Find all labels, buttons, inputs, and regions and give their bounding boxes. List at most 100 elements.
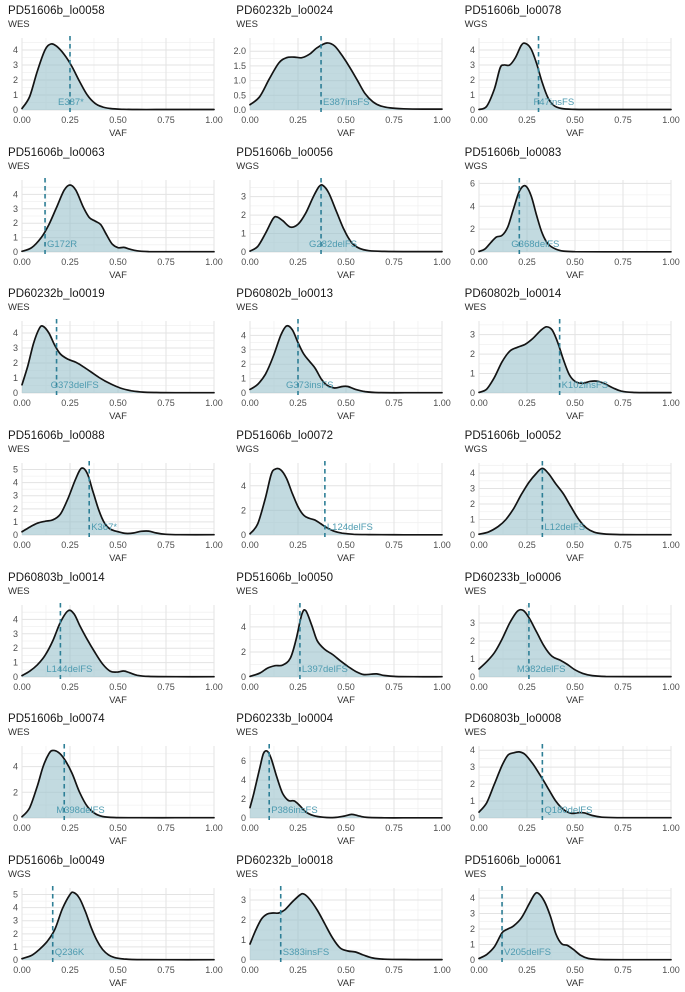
- facet-title: PD51606b_lo0083: [464, 146, 562, 159]
- facet-panel: PD51606b_lo0078 WGS F47insFS 0 1 2 3 4 0.00 0.25 0…: [457, 0, 685, 142]
- y-tick-label: 2: [470, 75, 475, 85]
- x-tick-label: 0.75: [614, 682, 632, 692]
- density-area: [22, 892, 214, 961]
- facet-assay-label: WGS: [464, 444, 488, 456]
- x-tick-label: 0.75: [157, 257, 175, 267]
- x-tick-label: 0.25: [290, 257, 308, 267]
- facet-panel: PD60802b_lo0013 WES G373insFS 0 1 2 3 4 0.00 0.25…: [228, 283, 456, 425]
- x-tick-label: 0.00: [470, 398, 488, 408]
- density-plot-svg: F47insFS 0 1 2 3 4 0.00 0.25 0.50 0.75 1.00 VAF: [470, 36, 679, 139]
- x-tick-label: 0.00: [13, 965, 31, 975]
- y-tick-label: 3: [470, 330, 475, 340]
- x-tick-label: 0.00: [13, 823, 31, 833]
- mutation-label: K367*: [91, 522, 117, 533]
- y-tick-label: 1: [470, 940, 475, 950]
- y-tick-label: 4: [13, 328, 18, 338]
- y-tick-label: 4: [241, 331, 246, 341]
- x-tick-label: 1.00: [434, 398, 452, 408]
- x-tick-label: 0.75: [614, 823, 632, 833]
- y-tick-label: 1.5: [234, 61, 246, 71]
- y-tick-label: 3: [241, 895, 246, 905]
- mutation-label: F47insFS: [533, 97, 574, 108]
- x-tick-label: 0.25: [290, 115, 308, 125]
- x-tick-label: 0.00: [242, 398, 260, 408]
- x-tick-label: 0.00: [470, 965, 488, 975]
- x-tick-label: 0.50: [566, 540, 584, 550]
- facet-assay-label: WES: [8, 302, 30, 314]
- mutation-label: M398delFS: [56, 805, 105, 816]
- facet-panel: PD51606b_lo0049 WGS Q236K 0 1 2 3 4 5 0.00 0.25 0.5…: [0, 850, 228, 992]
- facet-title: PD51606b_lo0074: [8, 713, 105, 726]
- density-curve: [249, 892, 444, 961]
- facet-panel: PD60803b_lo0008 WES Q180delFS 0 1 2 3 4 0.00 0.25…: [457, 708, 685, 850]
- y-tick-label: 0: [241, 672, 246, 682]
- facet-assay-label: WES: [464, 869, 487, 881]
- facet-panel: PD51606b_lo0050 WES L397delFS 0 2 4 0.00 0.25 0.…: [228, 567, 456, 709]
- x-tick-label: 0.75: [614, 965, 632, 975]
- density-plot-svg: K102insFS 0 1 2 3 0.00 0.25 0.50 0.75 1.00 VAF: [470, 319, 679, 422]
- facet-title: PD60233b_lo0006: [464, 571, 562, 584]
- mutation-label: K102insFS: [561, 380, 607, 391]
- x-axis-title: VAF: [109, 270, 127, 281]
- mutation-label: E387insFS: [323, 97, 369, 108]
- density-plot-svg: Q236K 0 1 2 3 4 5 0.00 0.25 0.50 0.75 1.00 VAF: [13, 886, 223, 989]
- mutation-label: G368delFS: [511, 239, 559, 250]
- facet-assay-label: WGS: [464, 19, 488, 30]
- y-tick-label: 0: [241, 247, 246, 257]
- x-tick-label: 0.50: [566, 115, 584, 125]
- x-tick-label: 1.00: [205, 540, 223, 550]
- x-axis-title: VAF: [337, 553, 355, 564]
- y-tick-label: 1: [470, 654, 475, 664]
- density-area: [22, 184, 214, 252]
- y-tick-label: 2: [470, 349, 475, 359]
- y-tick-label: 2: [13, 504, 18, 514]
- y-tick-label: 4: [13, 189, 18, 199]
- density-area: [250, 42, 443, 111]
- facet-assay-label: WES: [464, 727, 487, 739]
- density-plot-svg: G282delFS 0 1 2 3 0.00 0.25 0.50 0.75 1.00 VAF: [241, 177, 451, 281]
- x-axis-title: VAF: [109, 411, 127, 422]
- x-tick-label: 0.00: [242, 257, 260, 267]
- y-tick-label: 0: [13, 955, 18, 965]
- x-tick-label: 0.25: [518, 540, 536, 550]
- density-plot-svg: L144delFS 0 1 2 3 4 0.00 0.25 0.50 0.75 1.00 VAF: [13, 602, 223, 706]
- y-tick-label: 3: [470, 60, 475, 70]
- y-tick-label: 2: [241, 210, 246, 220]
- x-axis-title: VAF: [337, 411, 355, 422]
- density-area: [478, 468, 671, 536]
- y-tick-label: 0: [13, 672, 18, 682]
- x-tick-label: 1.00: [205, 823, 223, 833]
- facet-title: PD60802b_lo0014: [464, 288, 562, 301]
- y-tick-label: 3: [470, 763, 475, 773]
- x-tick-label: 0.75: [614, 257, 632, 267]
- facet-panel: PD60803b_lo0014 WES L144delFS 0 1 2 3 4 0.00 0.25…: [0, 567, 228, 709]
- y-tick-label: 3: [241, 191, 246, 201]
- x-tick-label: 0.50: [109, 682, 127, 692]
- x-tick-label: 0.50: [338, 115, 356, 125]
- x-tick-label: 0.75: [157, 823, 175, 833]
- density-plot-svg: S383insFS 0 1 2 3 0.00 0.25 0.50 0.75 1.00 VAF: [241, 886, 451, 989]
- y-tick-label: 0: [470, 247, 475, 257]
- facet-assay-label: WGS: [236, 160, 259, 172]
- facet-panel: PD51606b_lo0061 WES V205delFS 0 1 2 3 4 0.00 0.25…: [457, 850, 685, 992]
- density-curve: [21, 325, 215, 394]
- y-tick-label: 1: [470, 515, 475, 525]
- y-tick-label: 0: [13, 247, 18, 257]
- y-tick-label: 2: [13, 929, 18, 939]
- x-tick-label: 0.25: [518, 398, 536, 408]
- facet-title: PD51606b_lo0072: [236, 430, 334, 443]
- facet-assay-label: WES: [8, 19, 30, 30]
- y-tick-label: 4: [241, 776, 246, 786]
- y-tick-label: 2: [241, 505, 246, 515]
- facet-panel: PD60802b_lo0014 WES K102insFS 0 1 2 3 0.00 0.25 0…: [457, 283, 685, 425]
- y-tick-label: 3: [470, 618, 475, 628]
- y-tick-label: 1: [13, 517, 18, 527]
- x-tick-label: 0.75: [157, 540, 175, 550]
- x-axis-title: VAF: [337, 695, 355, 706]
- y-tick-label: 0: [470, 388, 475, 398]
- mutation-label: P386insFS: [271, 805, 317, 816]
- y-tick-label: 1: [13, 232, 18, 242]
- x-axis-title: VAF: [337, 270, 355, 281]
- facet-title: PD60232b_lo0018: [236, 855, 334, 868]
- facet-panel: PD51606b_lo0052 WGS L12delFS 0 1 2 3 4 0.00 0.25 0…: [457, 425, 685, 567]
